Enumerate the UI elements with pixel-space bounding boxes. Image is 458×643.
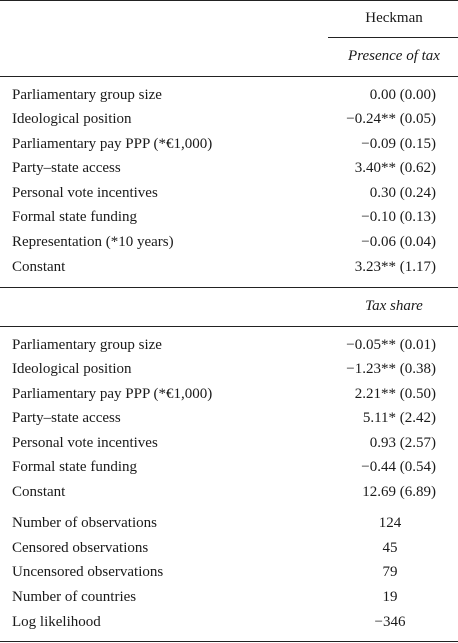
row-value: 0.00 (0.00) [369,87,436,103]
row-label: Ideological position [12,361,132,377]
row-value: −0.06 (0.04) [361,234,436,250]
stat-label: Censored observations [12,540,149,556]
row-label: Constant [12,259,66,275]
row-value: −1.23** (0.38) [346,361,436,377]
stat-value: 45 [382,540,398,556]
row-label: Constant [12,484,66,500]
stat-value: 124 [378,515,402,531]
row-label: Formal state funding [12,459,137,475]
stat-label: Uncensored observations [12,564,164,580]
row-value: −0.09 (0.15) [361,136,436,152]
row-value: 12.69 (6.89) [362,484,436,500]
row-label: Parliamentary pay PPP (*€1,000) [12,386,213,402]
row-value: −0.24** (0.05) [346,111,436,127]
stat-value: 79 [382,564,398,580]
row-label: Personal vote incentives [12,185,158,201]
row-value: 3.23** (1.17) [354,259,436,275]
top-rule [0,0,458,1]
row-value: 5.11* (2.42) [362,410,436,426]
row-label: Personal vote incentives [12,435,158,451]
row-value: −0.05** (0.01) [346,337,436,353]
stat-label: Number of countries [12,589,137,605]
stat-value: −346 [374,614,406,630]
row-label: Parliamentary group size [12,337,162,353]
row-value: 0.93 (2.57) [369,435,436,451]
row-label: Party–state access [12,410,121,426]
row-label: Representation (*10 years) [12,234,174,250]
row-value: 3.40** (0.62) [354,160,436,176]
section2-title: Tax share [365,298,423,314]
header-rule [0,76,458,77]
row-label: Party–state access [12,160,121,176]
row-value: −0.44 (0.54) [361,459,436,475]
row-label: Ideological position [12,111,132,127]
row-label: Parliamentary group size [12,87,162,103]
stat-label: Number of observations [12,515,157,531]
stat-value: 19 [382,589,398,605]
section2-header-rule [0,326,458,327]
section1-title: Presence of tax [348,48,440,64]
row-label: Parliamentary pay PPP (*€1,000) [12,136,213,152]
model-header-rule [328,37,458,38]
row-value: −0.10 (0.13) [361,209,436,225]
row-label: Formal state funding [12,209,137,225]
model-header: Heckman [365,10,423,26]
bottom-rule [0,641,458,642]
section-divider [0,287,458,288]
stat-label: Log likelihood [12,614,101,630]
row-value: 2.21** (0.50) [354,386,436,402]
row-value: 0.30 (0.24) [369,185,436,201]
